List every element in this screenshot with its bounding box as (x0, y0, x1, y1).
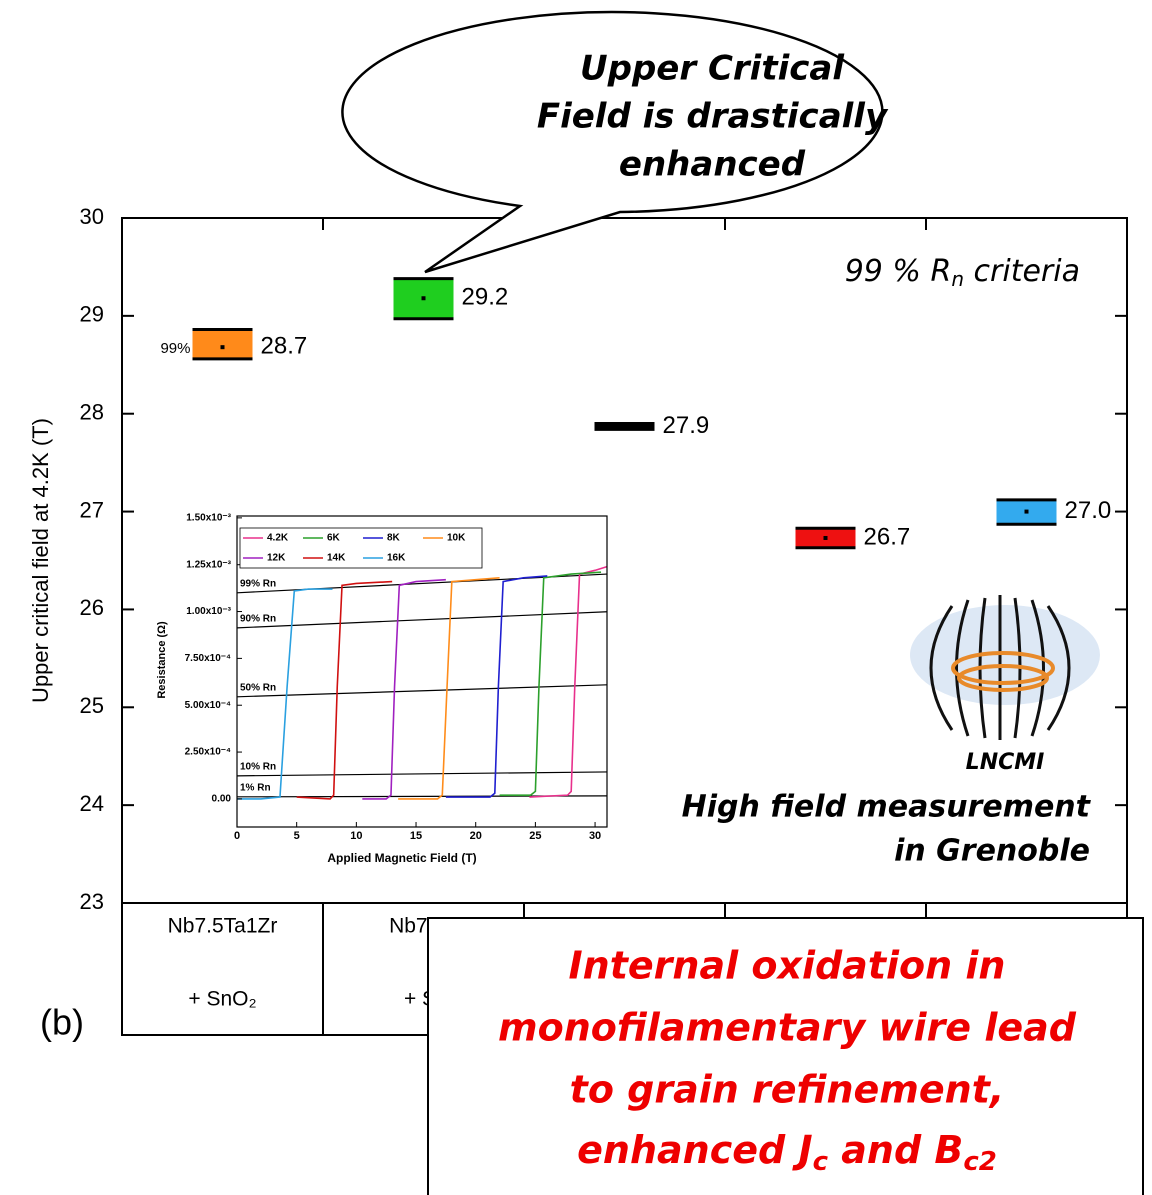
y-tick-label: 0.00 (212, 794, 232, 805)
reference-line (236, 771, 608, 777)
box-annotation: 99% (160, 340, 190, 357)
logo (910, 595, 1100, 740)
x-tick-label: 10 (350, 830, 362, 842)
mean-dot (823, 535, 828, 540)
y-axis-label: Upper critical field at 4.2K (T) (28, 418, 53, 703)
reference-label: 50% Rn (240, 682, 276, 693)
y-tick-label: 1.25x10⁻³ (186, 559, 231, 570)
plot-frame (121, 217, 1128, 904)
value-label: 29.2 (462, 284, 509, 311)
legend-label: 14K (327, 553, 346, 564)
reference-line (236, 611, 608, 629)
criteria-text: criteria (964, 254, 1080, 289)
x-tick-label: 25 (529, 830, 541, 842)
conclusion-sub: c2 (963, 1147, 997, 1177)
value-label: 27.9 (663, 412, 710, 439)
series-line (362, 578, 446, 800)
mean-dot (220, 345, 225, 350)
y-tick-label: 23 (80, 889, 104, 914)
conclusion-box (427, 917, 1144, 1195)
legend-label: 12K (267, 553, 286, 564)
range-box (192, 329, 253, 359)
conclusion-line: enhanced Jc and Bc2 (577, 1128, 997, 1177)
inset-chart: 99% Rn 90% Rn 50% Rn 10% Rn 1% Rn 0 5 10 15 20 25 3… (156, 505, 618, 875)
series-line (499, 571, 602, 796)
series-line (445, 575, 548, 798)
inset-frame (236, 515, 608, 828)
category-label: Nb7.5Ta1Zr (168, 915, 278, 938)
y-axis-label: Resistance (Ω) (156, 621, 168, 699)
conclusion-text: enhanced J (577, 1128, 812, 1172)
y-tick-label: 26 (80, 595, 104, 620)
conclusion-line: monofilamentary wire lead (498, 1006, 1077, 1050)
conclusion: Internal oxidation in monofilamentary wi… (498, 944, 1077, 1177)
conclusion-text: and B (828, 1128, 963, 1172)
y-tick-label: 25 (80, 693, 104, 718)
reference-label: 1% Rn (240, 782, 271, 793)
panel-label: (b) (40, 1002, 84, 1043)
x-tick-label: 5 (294, 830, 300, 842)
y-tick-label: 27 (80, 497, 104, 522)
reference-label: 99% Rn (240, 578, 276, 589)
legend-label: 16K (387, 553, 406, 564)
series-line (529, 565, 608, 798)
criteria-text: 99 % R (845, 254, 952, 289)
reference-label: 90% Rn (240, 613, 276, 624)
mean-dot (622, 424, 627, 429)
y-tick-label: 1.00x10⁻³ (186, 606, 231, 617)
legend-label: 10K (447, 533, 466, 544)
y-tick-label: 29 (80, 302, 104, 327)
measurement-text: High field measurement (682, 790, 1092, 825)
reference-line (236, 684, 608, 698)
reference-label: 10% Rn (240, 761, 276, 772)
y-tick-label: 7.50x10⁻⁴ (185, 653, 231, 664)
x-axis-label: Applied Magnetic Field (T) (327, 851, 476, 865)
mean-dot (1024, 509, 1029, 514)
x-tick-label: 30 (589, 830, 601, 842)
value-label: 28.7 (261, 333, 308, 360)
x-tick-label: 0 (234, 830, 240, 842)
callout-text: enhanced (619, 145, 806, 185)
y-tick-label: 30 (80, 204, 104, 229)
category-sublabel: + SnO₂ (188, 988, 256, 1011)
callout-text: Upper Critical (580, 49, 845, 89)
series-line (398, 577, 500, 800)
y-tick-label: 28 (80, 400, 104, 425)
series-line (237, 588, 333, 800)
callout-bubble (341, 10, 884, 274)
y-tick-label: 5.00x10⁻⁴ (185, 700, 231, 711)
logo-text: LNCMI (966, 750, 1045, 775)
conclusion-line: to grain refinement, (570, 1068, 1005, 1112)
mean-dot (421, 296, 426, 301)
legend: 4.2K 6K 8K 10K 12K 14K 16K (239, 527, 483, 569)
legend-label: 6K (327, 533, 341, 544)
x-tick-label: 15 (410, 830, 422, 842)
x-tick-label: 20 (470, 830, 482, 842)
value-label: 26.7 (864, 523, 911, 550)
y-tick-label: 24 (80, 791, 104, 816)
criteria-sub: n (951, 267, 964, 291)
conclusion-line: Internal oxidation in (569, 944, 1006, 988)
y-tick-label: 1.50x10⁻³ (186, 513, 231, 524)
measurement-text: in Grenoble (894, 834, 1090, 869)
legend-label: 8K (387, 533, 401, 544)
legend-box (239, 527, 483, 569)
series-line (296, 580, 393, 800)
legend-label: 4.2K (267, 533, 289, 544)
conclusion-sub: c (813, 1147, 829, 1177)
callout-text: Field is drastically (537, 97, 889, 137)
y-tick-label: 2.50x10⁻⁴ (185, 747, 231, 758)
value-label: 27.0 (1065, 497, 1112, 524)
criteria: 99 % Rn criteria (845, 254, 1080, 291)
